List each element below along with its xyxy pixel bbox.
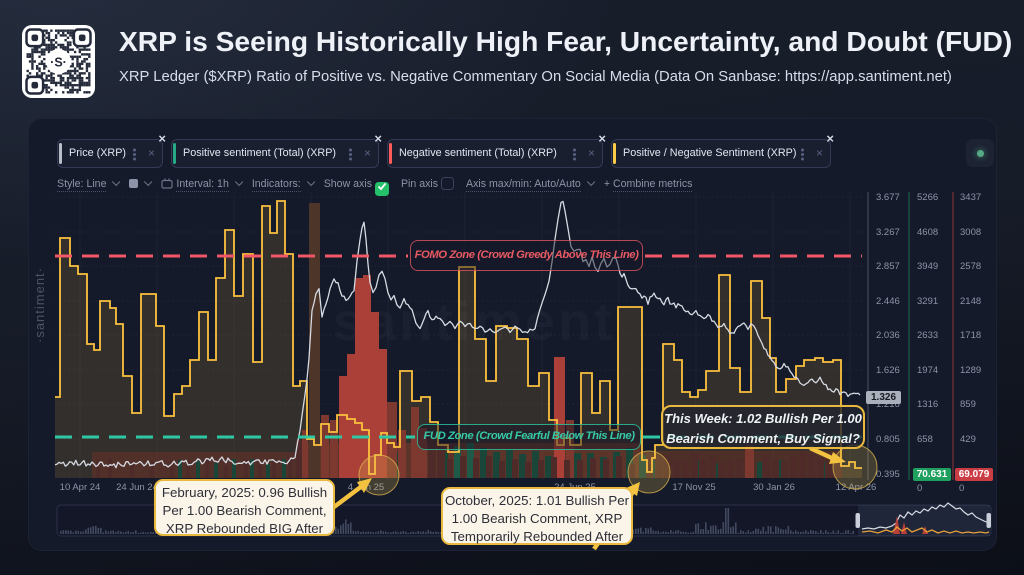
svg-text:17 Nov 25: 17 Nov 25 [672, 482, 715, 493]
svg-text:3437: 3437 [960, 192, 981, 203]
svg-text:3949: 3949 [917, 261, 938, 272]
svg-text:0.805: 0.805 [876, 434, 900, 445]
svg-text:10 Apr 24: 10 Apr 24 [60, 482, 101, 493]
svg-text:1289: 1289 [960, 365, 981, 376]
svg-text:3008: 3008 [960, 227, 981, 238]
svg-text:3291: 3291 [917, 296, 938, 307]
svg-text:1316: 1316 [917, 399, 938, 410]
svg-text:30 Jan 26: 30 Jan 26 [753, 482, 795, 493]
svg-text:12 Apr 26: 12 Apr 26 [836, 482, 877, 493]
svg-text:·S·: ·S· [50, 56, 67, 70]
svg-text:0.395: 0.395 [876, 469, 900, 480]
svg-text:859: 859 [960, 399, 976, 410]
svg-text:658: 658 [917, 434, 933, 445]
svg-text:0: 0 [917, 483, 922, 494]
svg-text:429: 429 [960, 434, 976, 445]
svg-text:2578: 2578 [960, 261, 981, 272]
svg-text:1718: 1718 [960, 330, 981, 341]
svg-text:24 Jun 24: 24 Jun 24 [116, 482, 158, 493]
svg-text:2633: 2633 [917, 330, 938, 341]
svg-text:2.036: 2.036 [876, 330, 900, 341]
svg-text:2.446: 2.446 [876, 296, 900, 307]
svg-text:4608: 4608 [917, 227, 938, 238]
svg-text:3.677: 3.677 [876, 192, 900, 203]
svg-text:0: 0 [959, 483, 964, 494]
svg-text:1.216: 1.216 [876, 399, 900, 410]
svg-text:3.267: 3.267 [876, 227, 900, 238]
svg-text:2.857: 2.857 [876, 261, 900, 272]
svg-text:5266: 5266 [917, 192, 938, 203]
svg-text:1.626: 1.626 [876, 365, 900, 376]
svg-text:1974: 1974 [917, 365, 938, 376]
svg-text:·santiment·: ·santiment· [32, 267, 47, 343]
svg-text:2148: 2148 [960, 296, 981, 307]
